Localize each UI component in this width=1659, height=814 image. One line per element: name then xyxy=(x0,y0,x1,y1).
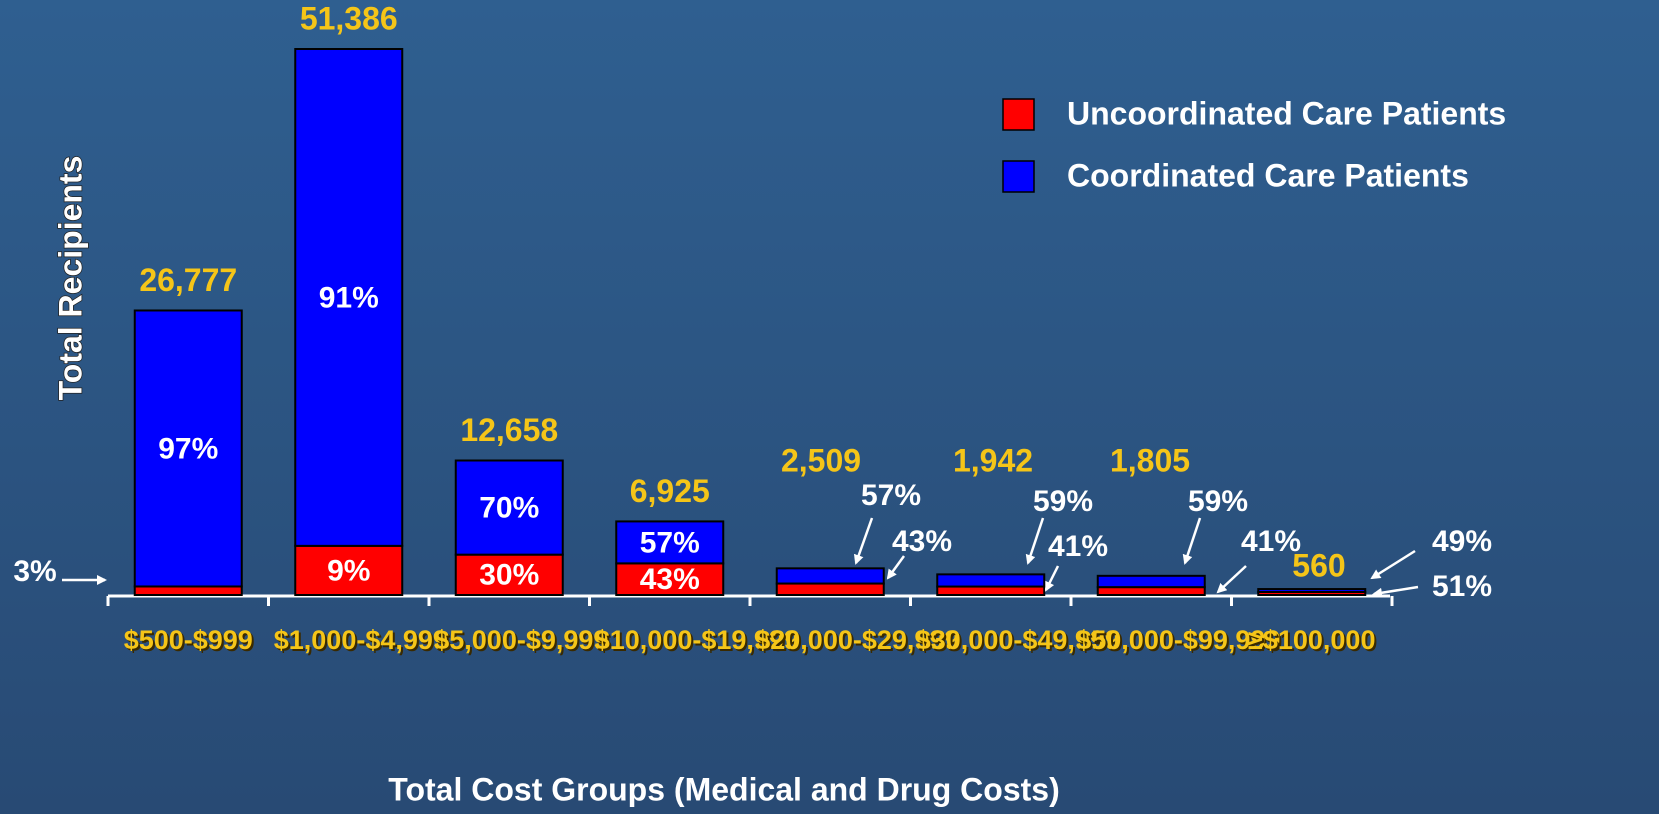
legend-label: Uncoordinated Care Patients xyxy=(1067,95,1506,131)
label-arrow xyxy=(1370,549,1416,580)
x-tick-label: ≥$100,000 xyxy=(1248,625,1376,655)
value-label: 97% xyxy=(158,432,218,465)
bar-segment xyxy=(454,553,564,597)
bar-segment xyxy=(936,585,1046,596)
value-label: 41% xyxy=(1241,525,1301,558)
total-label: 6,925 xyxy=(630,473,710,509)
x-tick-label: $50,000-$99,999 xyxy=(1076,625,1281,655)
label-arrow xyxy=(1025,517,1045,565)
value-label: 51% xyxy=(1432,570,1492,603)
legend-label: Coordinated Care Patients xyxy=(1067,157,1469,193)
bar-segment xyxy=(936,573,1046,588)
value-label: 59% xyxy=(1188,485,1248,518)
label-arrow xyxy=(1372,585,1419,598)
value-label: 9% xyxy=(327,554,370,587)
value-label: 41% xyxy=(1048,530,1108,563)
label-arrow xyxy=(886,555,906,580)
bar-segment xyxy=(775,567,885,585)
bar-segment xyxy=(1096,574,1206,589)
value-label: 3% xyxy=(13,555,56,588)
total-label: 2,509 xyxy=(781,442,861,478)
value-label: 30% xyxy=(479,559,539,592)
value-label: 43% xyxy=(892,525,952,558)
value-label: 57% xyxy=(640,526,700,559)
bar-segment xyxy=(133,309,243,588)
bar-segment xyxy=(615,520,725,565)
value-label: 59% xyxy=(1033,485,1093,518)
bar-segment xyxy=(133,585,243,597)
x-tick-label: $1,000-$4,999 xyxy=(273,625,448,655)
value-label: 49% xyxy=(1432,525,1492,558)
total-label: 1,942 xyxy=(953,442,1033,478)
value-label: 91% xyxy=(319,281,379,314)
x-tick-label: $10,000-$19,999 xyxy=(594,625,799,655)
total-label: 12,658 xyxy=(460,412,558,448)
x-tick-label: $20,000-$29,999 xyxy=(755,625,960,655)
x-tick-label: $30,000-$49,999 xyxy=(915,625,1120,655)
y-axis-label: Total Recipients xyxy=(52,156,88,401)
bar-segment xyxy=(1096,586,1206,596)
total-label: 560 xyxy=(1292,547,1345,583)
x-tick-label: $500-$999 xyxy=(123,625,253,655)
value-label: 70% xyxy=(479,491,539,524)
total-label: 51,386 xyxy=(300,0,398,36)
label-arrow xyxy=(1216,565,1247,594)
label-arrow xyxy=(1182,517,1202,565)
label-arrow xyxy=(1044,565,1060,592)
x-tick-label: $5,000-$9,999 xyxy=(434,625,609,655)
total-label: 1,805 xyxy=(1110,442,1190,478)
bar-segment xyxy=(454,459,564,556)
value-label: 43% xyxy=(640,563,700,596)
legend-swatch xyxy=(1002,160,1035,193)
bar-segment xyxy=(775,582,885,596)
bar-segment xyxy=(294,544,404,596)
label-arrow xyxy=(853,517,874,565)
x-axis-label: Total Cost Groups (Medical and Drug Cost… xyxy=(388,771,1059,807)
total-label: 26,777 xyxy=(139,262,237,298)
legend-swatch xyxy=(1002,98,1035,131)
bar-segment xyxy=(1257,588,1367,593)
bar-segment xyxy=(294,48,404,547)
value-label: 57% xyxy=(861,479,921,512)
